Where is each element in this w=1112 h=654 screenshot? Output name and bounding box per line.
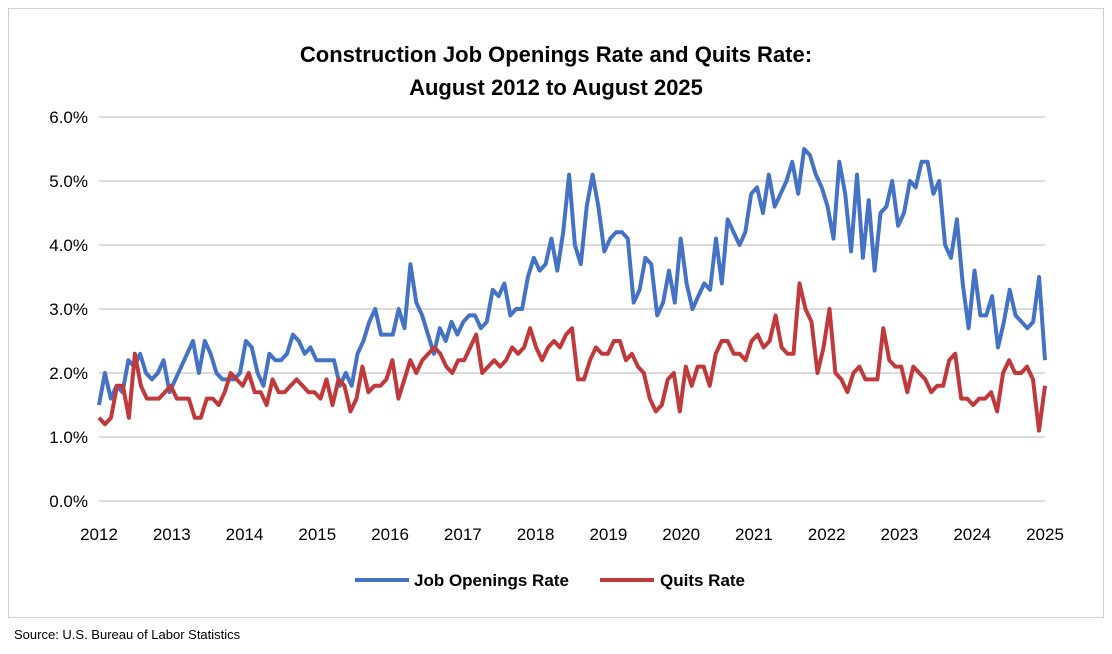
x-tick-label: 2016: [371, 525, 409, 544]
x-tick-label: 2020: [662, 525, 700, 544]
y-tick-label: 0.0%: [49, 492, 88, 511]
series-line-job-openings-rate: [97, 147, 1047, 406]
x-tick-label: 2012: [80, 525, 118, 544]
y-tick-label: 3.0%: [49, 300, 88, 319]
y-tick-label: 1.0%: [49, 428, 88, 447]
x-tick-label: 2023: [881, 525, 919, 544]
y-tick-label: 4.0%: [49, 236, 88, 255]
x-tick-label: 2018: [517, 525, 555, 544]
y-tick-label: 5.0%: [49, 172, 88, 191]
x-tick-label: 2013: [153, 525, 191, 544]
x-tick-label: 2019: [589, 525, 627, 544]
chart-frame: [8, 8, 1104, 618]
legend-label: Job Openings Rate: [414, 571, 569, 590]
x-tick-label: 2015: [298, 525, 336, 544]
x-tick-label: 2025: [1026, 525, 1064, 544]
legend-label: Quits Rate: [660, 571, 745, 590]
series-line-quits-rate: [97, 281, 1047, 433]
x-tick-label: 2014: [226, 525, 264, 544]
y-tick-label: 6.0%: [49, 108, 88, 127]
y-tick-label: 2.0%: [49, 364, 88, 383]
chart-title-line-2: August 2012 to August 2025: [409, 75, 703, 100]
source-note: Source: U.S. Bureau of Labor Statistics: [14, 627, 241, 642]
x-tick-label: 2021: [735, 525, 773, 544]
x-tick-label: 2022: [808, 525, 846, 544]
x-tick-label: 2024: [953, 525, 991, 544]
chart-title-line-1: Construction Job Openings Rate and Quits…: [300, 42, 812, 67]
x-tick-label: 2017: [444, 525, 482, 544]
